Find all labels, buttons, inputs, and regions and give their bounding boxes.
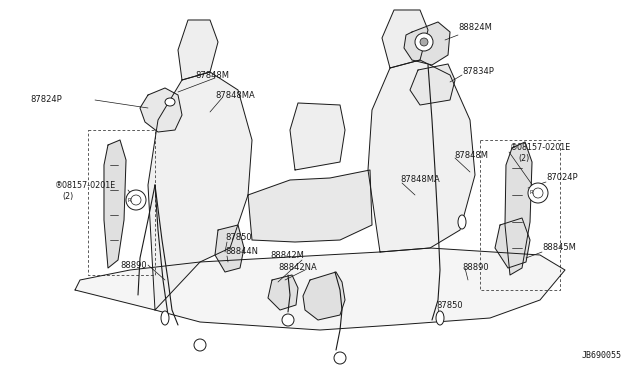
Text: 87850: 87850: [436, 301, 463, 310]
Text: 88845M: 88845M: [542, 244, 576, 253]
Circle shape: [126, 190, 146, 210]
Polygon shape: [75, 248, 565, 330]
Polygon shape: [382, 10, 428, 68]
Polygon shape: [404, 22, 450, 65]
Polygon shape: [178, 20, 218, 80]
Text: 88890: 88890: [462, 263, 488, 273]
Polygon shape: [505, 142, 532, 275]
Circle shape: [194, 339, 206, 351]
Text: 87848MA: 87848MA: [400, 176, 440, 185]
Polygon shape: [495, 218, 530, 268]
Text: 87848MA: 87848MA: [215, 90, 255, 99]
Text: 88890: 88890: [120, 260, 147, 269]
Circle shape: [415, 33, 433, 51]
Text: R: R: [128, 198, 132, 202]
Polygon shape: [410, 64, 455, 105]
Text: R: R: [530, 190, 534, 196]
Text: 87024P: 87024P: [546, 173, 578, 183]
Polygon shape: [303, 272, 345, 320]
Circle shape: [131, 195, 141, 205]
Polygon shape: [248, 170, 372, 242]
Ellipse shape: [161, 311, 169, 325]
Polygon shape: [268, 275, 298, 310]
Text: ®08157-0201E: ®08157-0201E: [510, 144, 572, 153]
Text: JB690055: JB690055: [582, 351, 622, 360]
Text: 87850: 87850: [225, 234, 252, 243]
Polygon shape: [290, 103, 345, 170]
Polygon shape: [140, 88, 182, 132]
Ellipse shape: [165, 98, 175, 106]
Text: (2): (2): [518, 154, 529, 164]
Circle shape: [334, 352, 346, 364]
Polygon shape: [148, 72, 252, 310]
Text: 87848M: 87848M: [195, 71, 229, 80]
Ellipse shape: [436, 311, 444, 325]
Circle shape: [420, 38, 428, 46]
Ellipse shape: [458, 215, 466, 229]
Text: (2): (2): [62, 192, 73, 201]
Circle shape: [533, 188, 543, 198]
Text: 88824M: 88824M: [458, 23, 492, 32]
Text: 88842NA: 88842NA: [278, 263, 317, 273]
Text: 87824P: 87824P: [30, 96, 61, 105]
Text: 88844N: 88844N: [225, 247, 258, 257]
Text: ®08157-0201E: ®08157-0201E: [55, 180, 116, 189]
Text: 87848M: 87848M: [454, 151, 488, 160]
Polygon shape: [368, 60, 475, 252]
Polygon shape: [104, 140, 126, 268]
Polygon shape: [215, 225, 244, 272]
Circle shape: [528, 183, 548, 203]
Circle shape: [282, 314, 294, 326]
Text: 87834P: 87834P: [462, 67, 494, 77]
Text: 88842M: 88842M: [270, 250, 304, 260]
